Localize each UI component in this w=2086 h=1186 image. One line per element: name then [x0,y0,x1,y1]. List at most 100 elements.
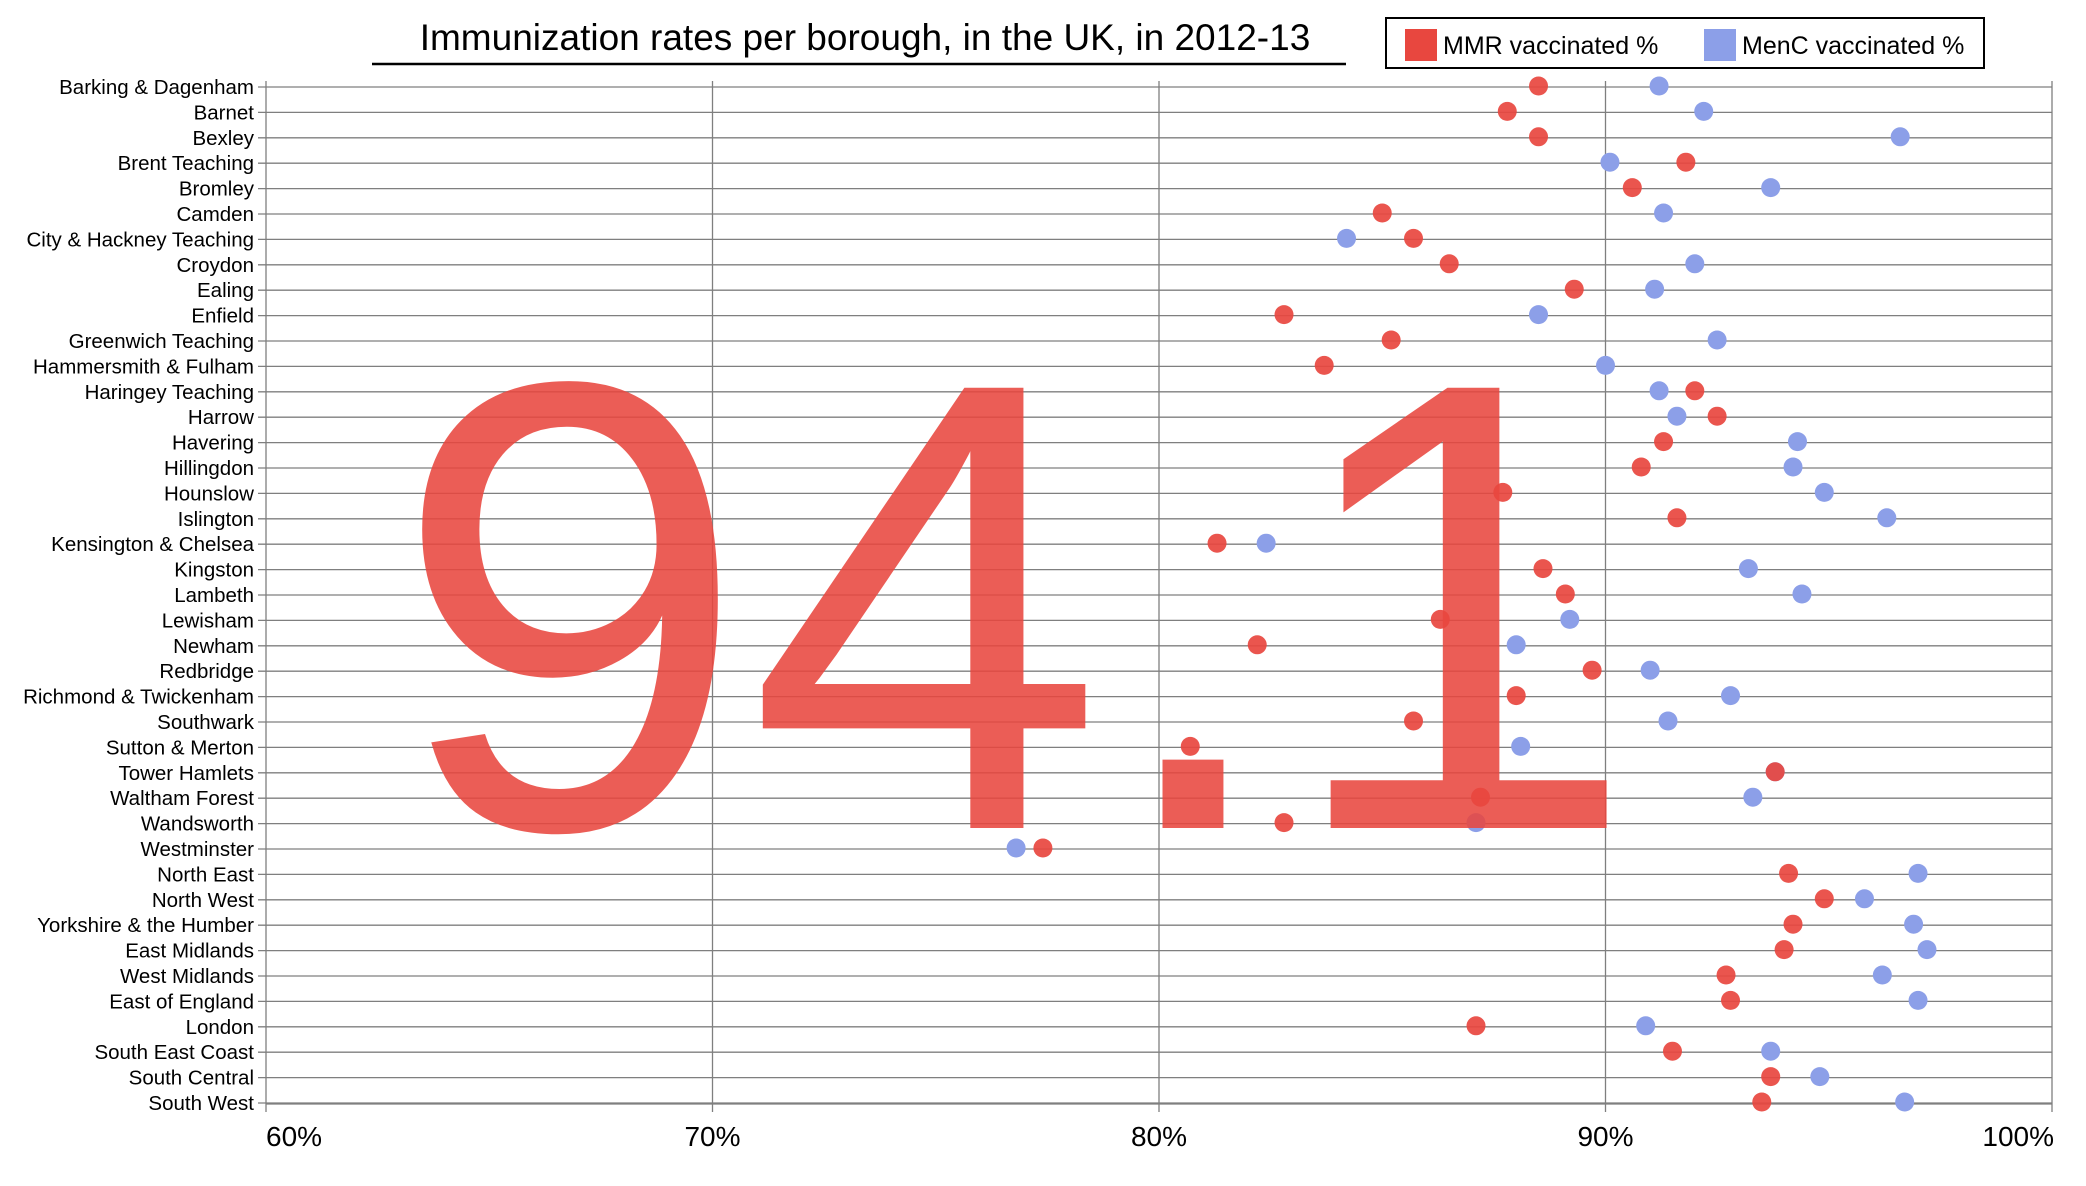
chart-title: Immunization rates per borough, in the U… [372,17,1346,66]
menc-point [1895,1092,1915,1112]
row-label: Sutton & Merton [106,736,254,759]
row-label: Yorkshire & the Humber [37,914,254,937]
mmr-point [1404,228,1424,248]
menc-point [1877,508,1897,528]
row-label: South East Coast [94,1041,254,1064]
menc-point [1721,686,1741,706]
mmr-point [1752,1092,1772,1112]
mmr-point [1180,736,1200,756]
row-label: City & Hackney Teaching [26,228,254,251]
mmr-point [1033,838,1053,858]
mmr-point [1497,101,1517,121]
menc-point [1466,813,1486,833]
mmr-point [1439,254,1459,274]
x-tick-label: 70% [684,1121,740,1152]
menc-point [1761,1041,1781,1061]
mmr-point [1430,609,1450,629]
chart-title-text: Immunization rates per borough, in the U… [420,17,1311,58]
menc-point [1904,914,1924,934]
menc-point [1667,406,1687,426]
row-label: Harrow [188,406,254,429]
row-label: Hillingdon [164,457,254,480]
mmr-point [1779,863,1799,883]
mmr-point [1404,711,1424,731]
mmr-point [1247,635,1267,655]
x-tick-label: 60% [266,1121,322,1152]
mmr-point [1314,355,1334,375]
mmr-point [1716,965,1736,985]
row-label: Redbridge [159,660,254,683]
mmr-point [1707,406,1727,426]
mmr-point [1783,914,1803,934]
row-label: Islington [178,508,254,531]
x-tick-label: 90% [1577,1121,1633,1152]
menc-point [1707,330,1727,350]
menc-point [1506,635,1526,655]
row-label: Tower Hamlets [118,762,254,785]
menc-point [1890,127,1910,147]
legend-swatch-menc [1704,29,1736,61]
row-label: Newham [173,635,254,658]
menc-point [1783,457,1803,477]
menc-point [1529,305,1549,325]
menc-point [1006,838,1026,858]
row-label: Kensington & Chelsea [51,533,254,556]
mmr-point [1721,990,1741,1010]
menc-point [1787,432,1807,452]
mmr-point [1466,1016,1486,1036]
row-label: West Midlands [120,965,254,988]
menc-point [1908,863,1928,883]
row-label: Bexley [192,127,254,150]
row-label: Bromley [179,178,255,201]
row-label: Lambeth [174,584,254,607]
mmr-point [1529,127,1549,147]
menc-point [1908,990,1928,1010]
mmr-point [1765,762,1785,782]
row-label: North West [152,889,254,912]
row-label: Brent Teaching [118,152,254,175]
menc-point [1596,355,1615,375]
mmr-point [1685,381,1705,401]
mmr-point [1564,279,1584,299]
menc-point [1337,228,1357,248]
menc-point [1649,76,1669,96]
highlight-value: 94.1 [392,249,1638,964]
x-tick-labels: 60% 70% 80% 90% 100% [266,1121,2054,1152]
menc-point [1658,711,1678,731]
legend-box [1385,17,1985,69]
mmr-point [1493,482,1513,502]
menc-point [1854,889,1874,909]
row-label: Westminster [140,838,254,861]
mmr-point [1814,889,1834,909]
mmr-point [1555,584,1575,604]
menc-point [1685,254,1705,274]
x-tick-label: 80% [1131,1121,1187,1152]
menc-point [1560,609,1580,629]
row-label: Ealing [197,279,254,302]
mmr-point [1654,432,1674,452]
x-tick-label: 100% [1982,1121,2054,1152]
menc-point [1694,101,1714,121]
menc-point [1256,533,1276,553]
mmr-point [1506,686,1526,706]
row-label: Greenwich Teaching [69,330,254,353]
menc-point [1738,559,1758,579]
menc-point [1654,203,1674,223]
mmr-point [1631,457,1651,477]
row-label: Kingston [174,559,254,582]
row-label: Haringey Teaching [85,381,254,404]
menc-point [1636,1016,1656,1036]
menc-point [1810,1067,1830,1087]
menc-point [1917,940,1937,960]
mmr-point [1761,1067,1781,1087]
mmr-point [1676,152,1696,172]
mmr-point [1529,76,1549,96]
row-label: Havering [172,432,254,455]
row-label: London [186,1016,254,1039]
row-label: East Midlands [125,940,254,963]
menc-point [1792,584,1812,604]
row-label: North East [157,863,254,886]
